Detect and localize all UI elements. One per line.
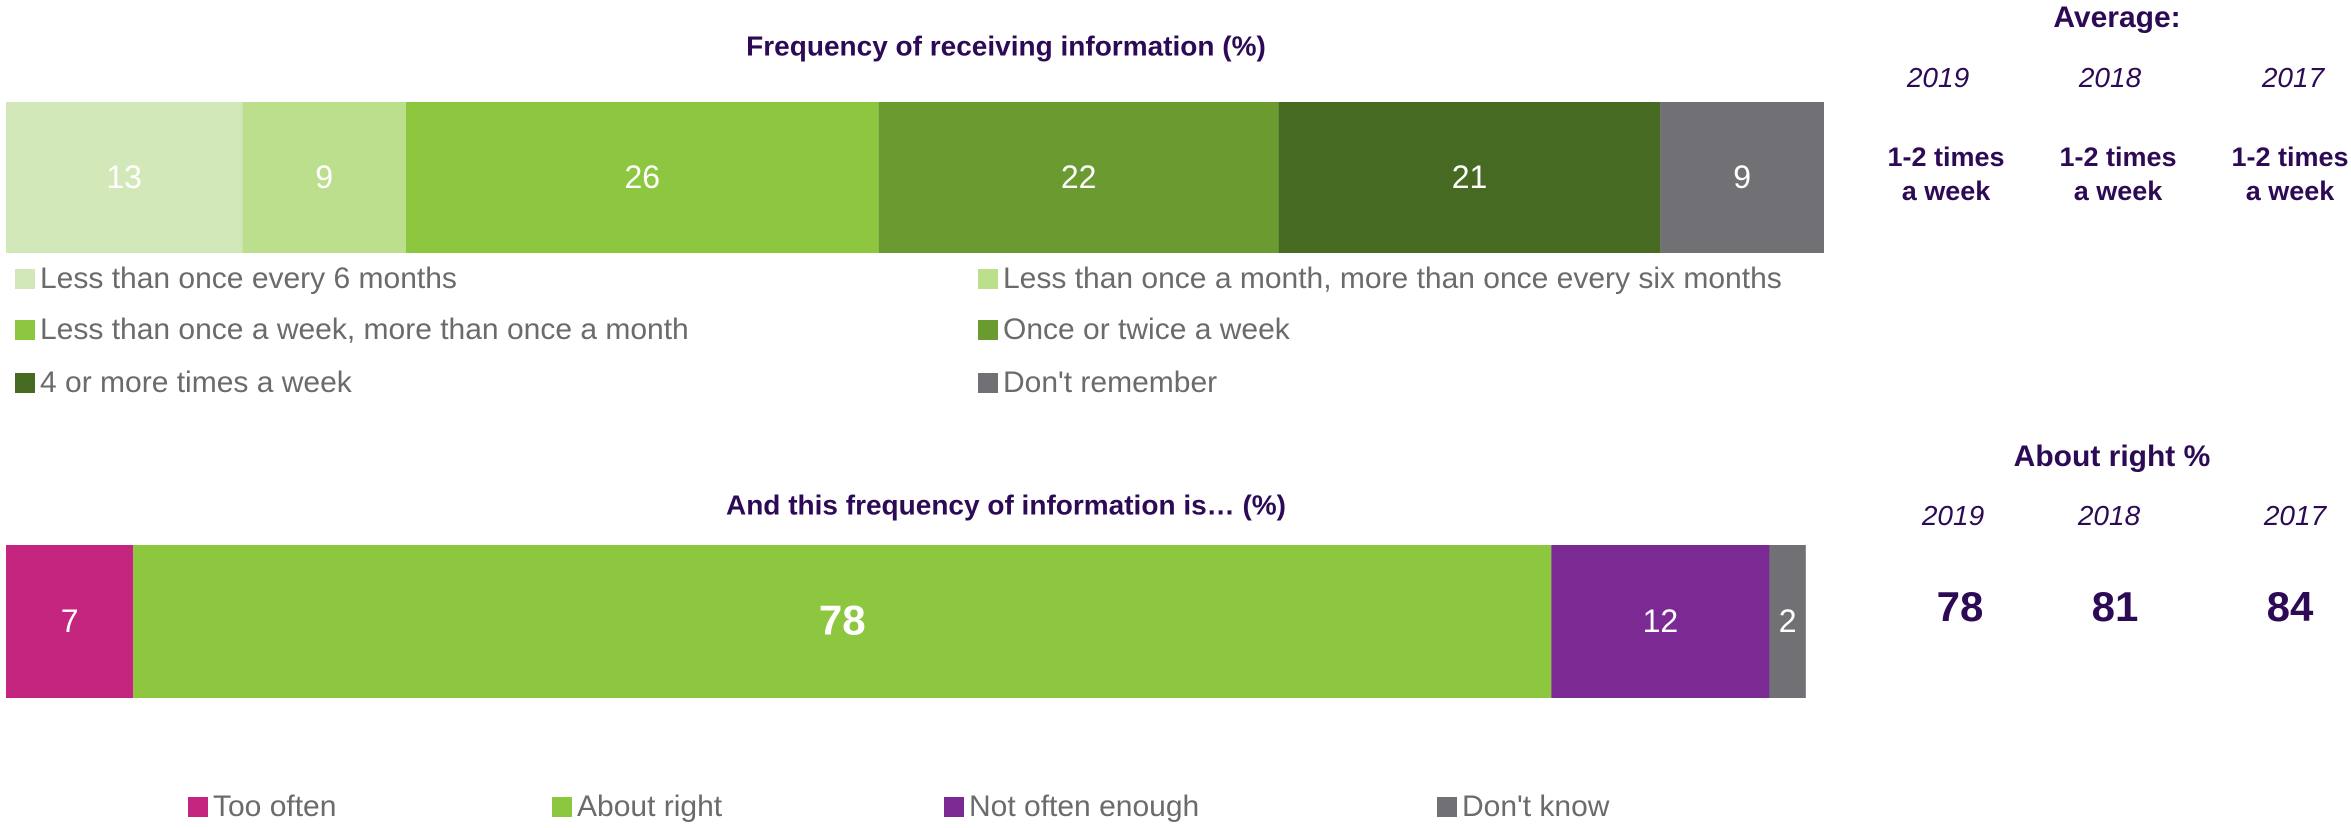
panel-year: 2018 xyxy=(2078,62,2142,93)
legend-label: Not often enough xyxy=(969,790,1199,823)
legend-swatch xyxy=(1437,797,1457,817)
data-label: 78 xyxy=(819,597,866,644)
panel-value: 1-2 times a week xyxy=(2059,142,2177,206)
legend-swatch xyxy=(978,269,998,289)
legend-swatch xyxy=(552,797,572,817)
panel-title: About right % xyxy=(2013,440,2211,473)
legend-label: Less than once every 6 months xyxy=(40,262,457,295)
data-label: 12 xyxy=(1643,603,1679,639)
legend-swatch xyxy=(15,269,35,289)
data-label: 26 xyxy=(625,159,661,195)
panel-value: 81 xyxy=(2091,583,2139,630)
data-label: 9 xyxy=(1733,159,1751,195)
legend-label: Don't remember xyxy=(1003,366,1217,399)
data-label: 2 xyxy=(1779,603,1797,639)
panel-year: 2017 xyxy=(2263,500,2327,531)
panel-year: 2019 xyxy=(1906,62,1970,93)
data-label: 13 xyxy=(106,159,142,195)
bar-segment xyxy=(242,102,406,253)
legend-label: Don't know xyxy=(1462,790,1610,823)
bar-segment xyxy=(1769,545,1806,698)
legend-swatch xyxy=(15,320,35,340)
bar-segment xyxy=(405,102,879,253)
legend-label: Once or twice a week xyxy=(1003,313,1291,346)
data-label: 21 xyxy=(1452,159,1488,195)
bar-segment xyxy=(1660,102,1824,253)
legend-swatch xyxy=(188,797,208,817)
data-label: 9 xyxy=(315,159,333,195)
bar-segment xyxy=(6,545,134,698)
data-label: 7 xyxy=(61,603,79,639)
bar-segment xyxy=(6,102,243,253)
legend-swatch xyxy=(978,373,998,393)
legend-label: About right xyxy=(577,790,723,823)
panel-title: Average: xyxy=(2053,1,2181,34)
bar-segment xyxy=(878,102,1279,253)
data-label: 22 xyxy=(1061,159,1097,195)
panel-year: 2018 xyxy=(2077,500,2141,531)
bar-segment xyxy=(133,545,1552,698)
panel-year: 2017 xyxy=(2261,62,2325,93)
legend-swatch xyxy=(944,797,964,817)
chart-title: And this frequency of information is… (%… xyxy=(726,489,1286,520)
legend-label: 4 or more times a week xyxy=(40,366,353,399)
bar-segment xyxy=(1278,102,1661,253)
panel-value: 1-2 times a week xyxy=(1887,142,2005,206)
legend-swatch xyxy=(15,373,35,393)
legend-swatch xyxy=(978,320,998,340)
legend-label: Less than once a month, more than once e… xyxy=(1003,262,1782,295)
panel-value: 78 xyxy=(1936,583,1984,630)
panel-value: 84 xyxy=(2266,583,2314,630)
bar-segment xyxy=(1551,545,1770,698)
legend-label: Less than once a week, more than once a … xyxy=(40,313,689,346)
chart-title: Frequency of receiving information (%) xyxy=(746,30,1266,61)
panel-value: 1-2 times a week xyxy=(2231,142,2349,206)
legend-label: Too often xyxy=(213,790,336,823)
panel-year: 2019 xyxy=(1921,500,1985,531)
